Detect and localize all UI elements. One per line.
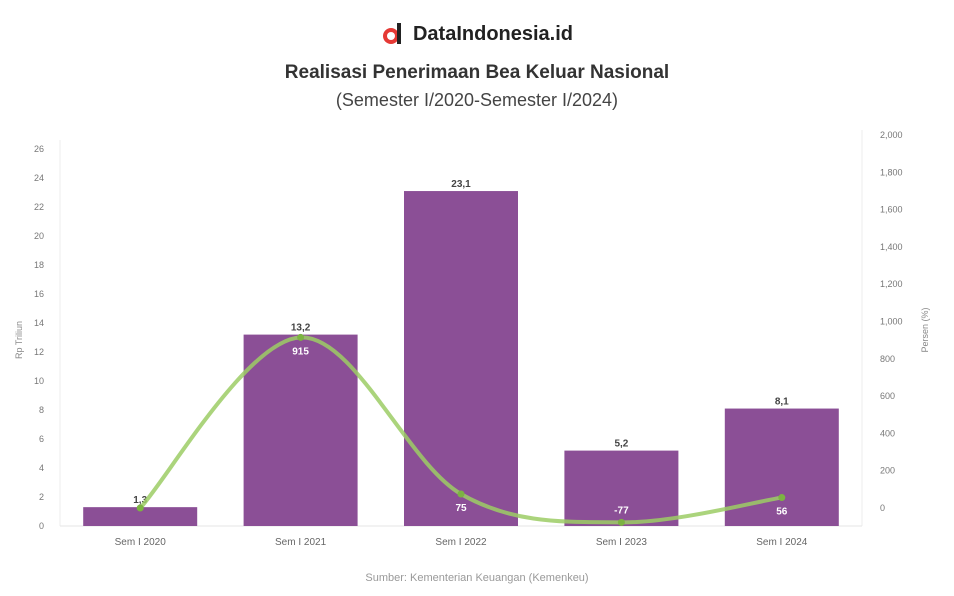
bar-value-label: 8,1 bbox=[775, 397, 789, 408]
left-tick-label: 18 bbox=[34, 260, 44, 270]
left-tick-label: 4 bbox=[39, 463, 44, 473]
left-tick-label: 16 bbox=[34, 289, 44, 299]
brand-logo-icon bbox=[382, 23, 401, 44]
chart-title: Realisasi Penerimaan Bea Keluar Nasional bbox=[284, 62, 670, 83]
left-tick-label: 26 bbox=[34, 144, 44, 154]
category-label: Sem I 2023 bbox=[596, 537, 648, 548]
left-tick-label: 14 bbox=[34, 318, 44, 328]
brand-header: DataIndonesia.id bbox=[0, 22, 954, 46]
growth-value-label: 75 bbox=[455, 503, 467, 514]
category-label: Sem I 2024 bbox=[756, 537, 808, 548]
category-label: Sem I 2020 bbox=[115, 537, 167, 548]
growth-point bbox=[457, 490, 465, 498]
left-tick-label: 0 bbox=[39, 521, 44, 531]
bar bbox=[243, 334, 358, 526]
right-axis-title: Persen (%) bbox=[920, 307, 930, 352]
growth-value-label: 915 bbox=[292, 346, 309, 357]
growth-value-label: -77 bbox=[614, 505, 629, 516]
right-tick-label: 400 bbox=[880, 428, 895, 438]
chart-subtitle: (Semester I/2020-Semester I/2024) bbox=[335, 90, 619, 110]
right-tick-label: 1,600 bbox=[880, 205, 903, 215]
right-tick-label: 1,200 bbox=[880, 279, 903, 289]
growth-line bbox=[138, 335, 783, 525]
left-tick-label: 2 bbox=[39, 492, 44, 502]
growth-value-label: 56 bbox=[776, 507, 788, 518]
right-tick-label: 800 bbox=[880, 354, 895, 364]
right-tick-label: 600 bbox=[880, 391, 895, 401]
bar-value-label: 1,3 bbox=[133, 495, 147, 506]
left-tick-label: 12 bbox=[34, 347, 44, 357]
bar-value-label: 23,1 bbox=[451, 179, 471, 190]
bar-value-label: 13,2 bbox=[291, 323, 311, 334]
category-label: Sem I 2021 bbox=[275, 537, 327, 548]
right-tick-label: 200 bbox=[880, 466, 895, 476]
left-tick-label: 24 bbox=[34, 173, 44, 183]
right-tick-label: 1,400 bbox=[880, 242, 903, 252]
source-note: Sumber: Kementerian Keuangan (Kemenkeu) bbox=[365, 572, 588, 584]
right-tick-label: 0 bbox=[880, 503, 885, 513]
left-tick-label: 8 bbox=[39, 405, 44, 415]
right-tick-label: 2,000 bbox=[880, 130, 903, 140]
bar bbox=[83, 507, 198, 526]
left-tick-label: 22 bbox=[34, 202, 44, 212]
left-tick-label: 20 bbox=[34, 231, 44, 241]
category-label: Sem I 2022 bbox=[435, 537, 487, 548]
left-axis-title: Rp Triliun bbox=[14, 321, 24, 359]
bar bbox=[404, 191, 518, 527]
right-tick-label: 1,800 bbox=[880, 167, 903, 177]
left-tick-label: 10 bbox=[34, 376, 44, 386]
growth-point bbox=[778, 494, 786, 502]
right-tick-label: 1,000 bbox=[880, 317, 903, 327]
growth-point bbox=[297, 333, 305, 341]
growth-point bbox=[617, 518, 625, 526]
bar-value-label: 5,2 bbox=[614, 439, 628, 450]
brand-name: DataIndonesia.id bbox=[412, 22, 574, 45]
growth-point bbox=[136, 504, 144, 512]
left-tick-label: 6 bbox=[39, 434, 44, 444]
bar bbox=[564, 450, 679, 526]
